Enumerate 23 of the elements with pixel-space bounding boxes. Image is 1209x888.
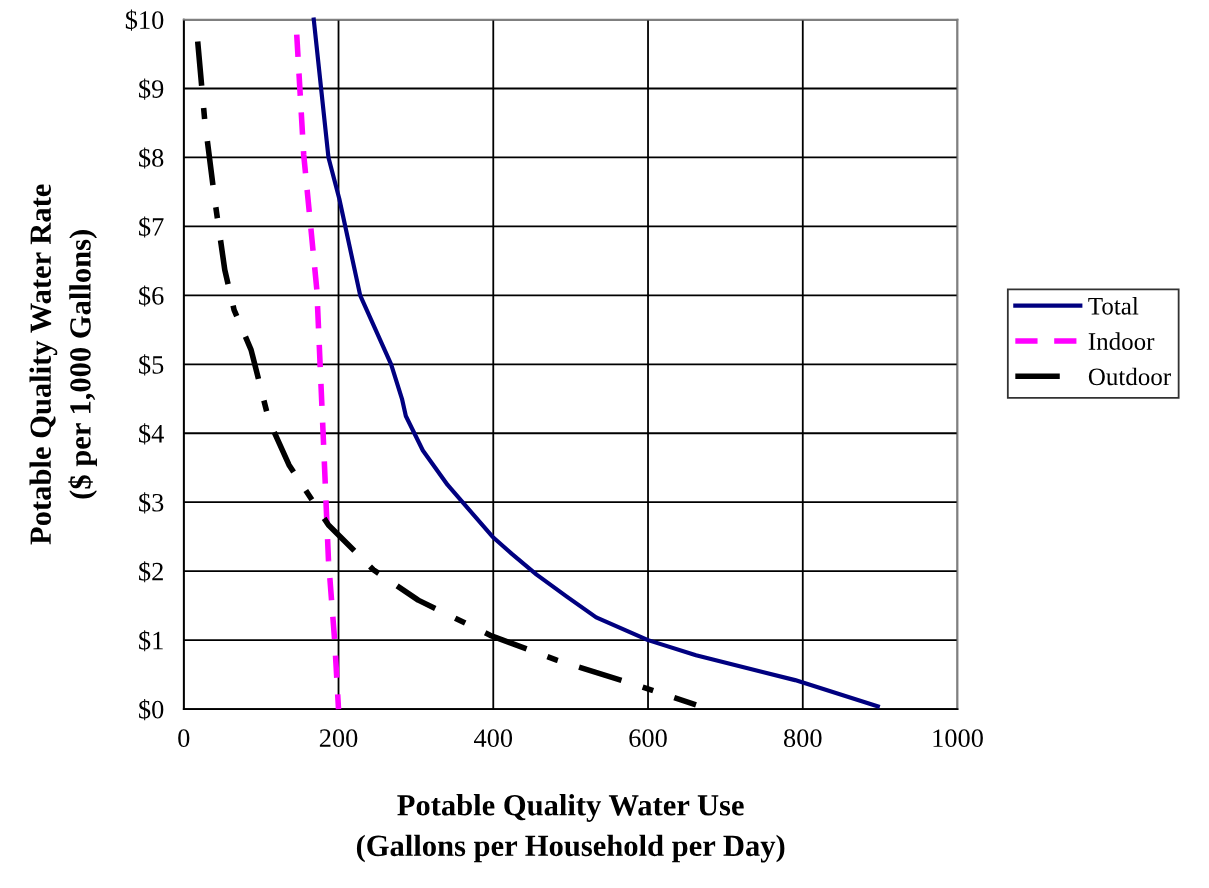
y-tick-label: $8 [139,147,164,169]
x-tick-label: 1000 [933,729,983,748]
y-tick-label: $2 [139,561,163,583]
legend-label: Indoor [1088,332,1155,350]
y-tick-label: $7 [139,216,164,238]
y-tick-label: $0 [139,699,164,721]
x-tick-label: 800 [783,729,822,748]
y-tick-label: $3 [139,492,164,514]
legend-label: Outdoor [1088,367,1171,386]
line-series [311,17,880,709]
x-tick-label: 0 [178,729,190,748]
y-tick-label: $4 [139,423,164,445]
y-tick-label: $9 [139,78,164,100]
x-tick-label: 200 [319,729,358,748]
x-tick-label: 600 [629,729,667,748]
x-axis-title: Potable Quality Water Use (Gallons per Household per Day) [356,794,785,863]
y-tick-label: $6 [139,285,164,307]
y-tick-label: $10 [125,9,164,31]
y-tick-label: $5 [139,354,164,376]
x-tick-label: 400 [474,729,513,748]
y-axis-title: Potable Quality Water Rate ($ per 1,000 Gallons) [29,184,97,545]
legend-label: Total [1088,297,1139,315]
y-tick-label: $1 [139,630,163,652]
